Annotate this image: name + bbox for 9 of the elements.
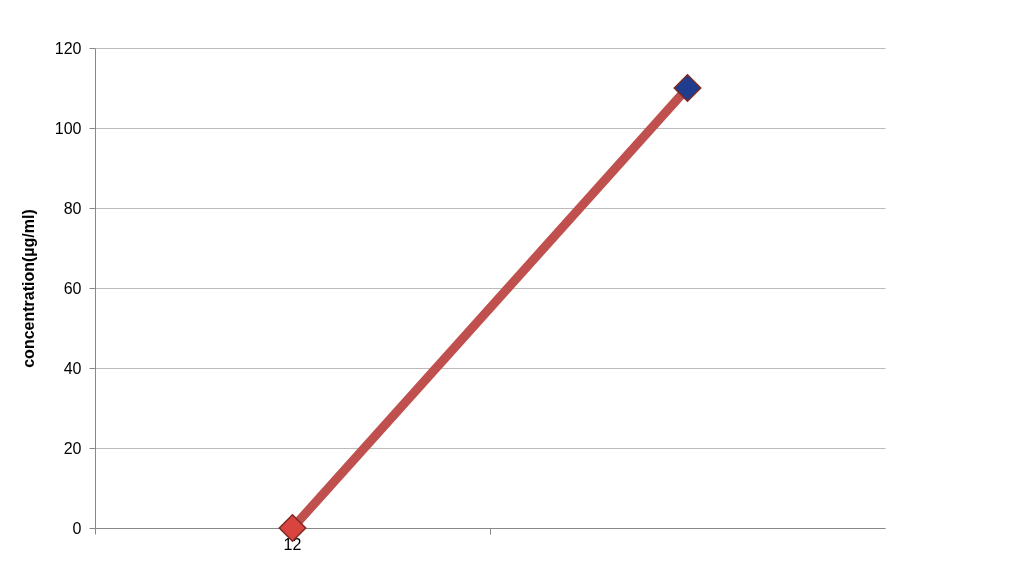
x-tick-label: 12 (283, 535, 302, 553)
y-tick-label: 120 (54, 39, 82, 57)
y-tick-label: 40 (63, 359, 82, 377)
y-tick-label: 100 (54, 119, 82, 137)
y-tick-label: 0 (72, 519, 82, 537)
y-tick-label: 20 (63, 439, 82, 457)
y-tick-label: 60 (63, 279, 82, 297)
y-axis-title: concentration(µg/ml) (19, 209, 37, 368)
y-tick-label: 80 (63, 199, 82, 217)
